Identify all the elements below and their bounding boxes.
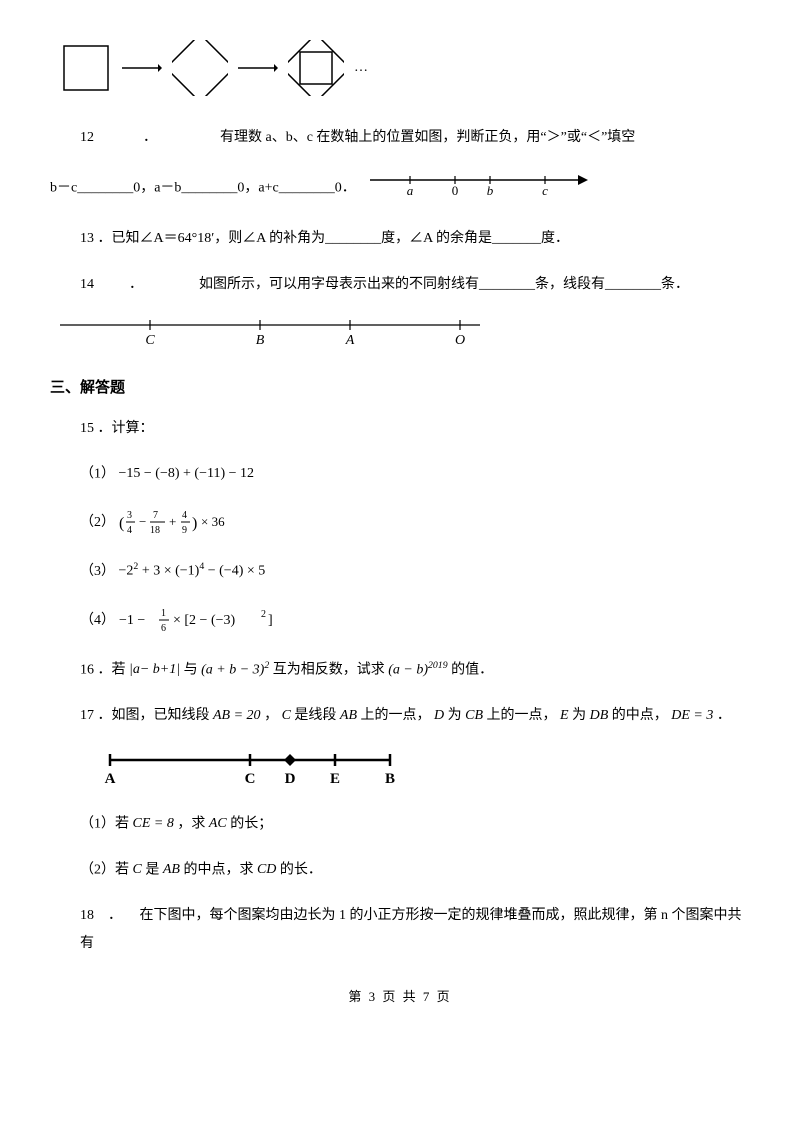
svg-text:E: E [330, 771, 340, 787]
svg-text:+: + [169, 514, 176, 529]
q17-part2: （2）若 C 是 AB 的中点，求 CD 的长． [80, 857, 750, 884]
page-footer: 第 3 页 共 7 页 [50, 986, 750, 1005]
svg-text:−1 −: −1 − [119, 613, 145, 628]
svg-text:a: a [407, 183, 414, 196]
question-number: 18 [80, 908, 94, 923]
svg-text:× [2 − (−3): × [2 − (−3) [173, 613, 236, 628]
svg-text:6: 6 [161, 623, 166, 634]
question-number: 13 [80, 231, 94, 246]
svg-text:3: 3 [127, 510, 132, 521]
svg-text:B: B [385, 771, 395, 787]
svg-text:B: B [256, 333, 265, 347]
svg-text:A: A [105, 771, 116, 787]
q15-part2: （2） ( 3 4 − 7 18 + 4 9 ) × 36 [80, 506, 750, 540]
svg-text:D: D [285, 771, 296, 787]
svg-text:): ) [192, 515, 197, 532]
math-expr: −15 − (−8) + (−11) − 12 [119, 461, 255, 488]
question-15: 15 ．计算： [80, 415, 750, 443]
svg-text:C: C [245, 771, 256, 787]
question-17: 17 ．如图，已知线段 AB = 20 ， C 是线段 AB 上的一点， D 为… [80, 702, 750, 730]
svg-text:O: O [455, 333, 465, 347]
q15-part1: （1） −15 − (−8) + (−11) − 12 [80, 461, 750, 488]
question-number: 17 [80, 708, 94, 723]
math-expr: (a + b − 3)2 [201, 656, 269, 685]
question-12-line: b－c________0，a－b________0，a+c________0． … [50, 170, 750, 207]
question-number: 14 [80, 277, 94, 292]
question-13: 13 ．已知∠A＝64°18′，则∠A 的补角为________度，∠A 的余角… [80, 225, 750, 253]
svg-text:7: 7 [153, 510, 158, 521]
rotated-square-icon [172, 40, 228, 96]
svg-text:2: 2 [261, 609, 266, 620]
question-18: 18 ． 在下图中，每个图案均由边长为 1 的小正方形按一定的规律堆叠而成，照此… [80, 902, 750, 958]
svg-text:]: ] [268, 613, 273, 628]
svg-text:−: − [139, 514, 146, 529]
svg-text:9: 9 [182, 525, 187, 536]
section-title-3: 三、解答题 [50, 376, 750, 397]
math-expr: ( 3 4 − 7 18 + 4 9 ) × 36 [119, 506, 259, 540]
svg-text:b: b [487, 183, 494, 196]
question-12: 12 ． 有理数 a、b、c 在数轴上的位置如图，判断正负，用“＞”或“＜”填空 [80, 124, 750, 152]
question-number: 15 [80, 421, 94, 436]
nested-square-icon [288, 40, 344, 96]
svg-text:4: 4 [127, 525, 132, 536]
svg-text:4: 4 [182, 510, 187, 521]
square-icon [60, 42, 112, 94]
q17-part1: （1）若 CE = 8 ，求 AC 的长； [80, 811, 750, 838]
svg-text:18: 18 [150, 525, 160, 536]
q15-part4: （4） −1 − 1 6 × [2 − (−3) 2 ] [80, 604, 750, 638]
math-expr: −1 − 1 6 × [2 − (−3) 2 ] [119, 604, 289, 638]
svg-text:C: C [145, 333, 155, 347]
number-line-diagram: a 0 b c [370, 170, 590, 207]
svg-text:(: ( [119, 515, 124, 532]
svg-text:A: A [345, 333, 355, 347]
math-expr: −22 + 3 × (−1)4 − (−4) × 5 [119, 558, 266, 585]
svg-text:× 36: × 36 [201, 514, 225, 529]
arrow-icon [122, 58, 162, 78]
svg-text:0: 0 [452, 183, 459, 196]
math-expr: (a − b)2019 [388, 656, 447, 685]
q15-part3: （3） −22 + 3 × (−1)4 − (−4) × 5 [80, 558, 750, 585]
svg-text:1: 1 [161, 608, 166, 619]
figure-sequence: … [60, 40, 750, 96]
segment-diagram: A C D E B [100, 748, 750, 793]
arrow-icon [238, 58, 278, 78]
question-number: 16 [80, 662, 94, 677]
math-expr: |a− b+1| [129, 656, 180, 684]
question-16: 16 ．若 |a− b+1| 与 (a + b − 3)2 互为相反数，试求 (… [80, 656, 750, 685]
question-number: 12 [80, 130, 94, 145]
svg-text:c: c [542, 183, 548, 196]
ellipsis: … [354, 60, 368, 76]
ray-diagram: C B A O [60, 317, 750, 352]
question-14: 14 ． 如图所示，可以用字母表示出来的不同射线有________条，线段有__… [80, 271, 750, 299]
